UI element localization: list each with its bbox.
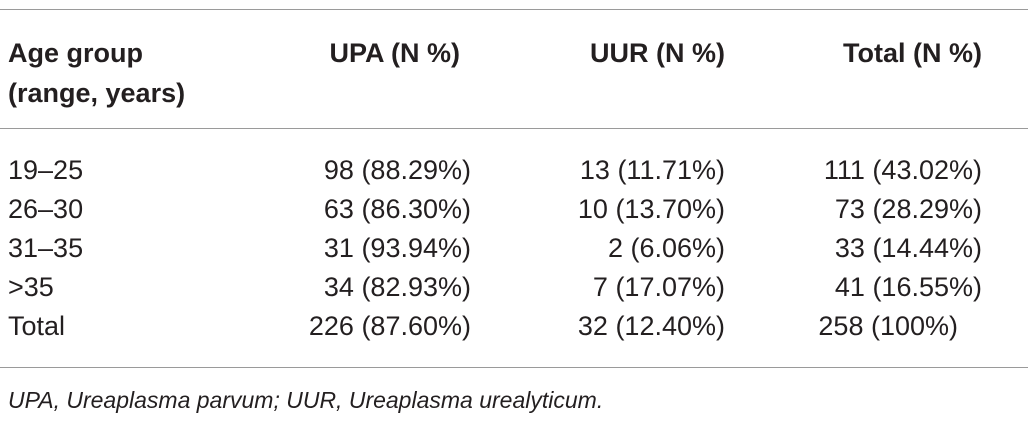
cell-upa: 34 (82.93%)	[323, 272, 471, 302]
table-footnote: UPA, Ureaplasma parvum; UUR, Ureaplasma …	[8, 387, 604, 413]
header-uur: UUR (N %)	[590, 38, 725, 68]
cell-age-group: Total	[8, 311, 66, 341]
cell-uur: 7 (17.07%)	[592, 272, 725, 302]
table-row: 26–30 63 (86.30%) 10 (13.70%) 73 (28.29%…	[0, 190, 1034, 229]
header-total: Total (N %)	[843, 38, 982, 68]
cell-age-group: 26–30	[8, 194, 84, 224]
cell-total: 111 (43.02%)	[823, 155, 982, 185]
cell-total: 33 (14.44%)	[834, 233, 982, 263]
cell-age-group: 19–25	[8, 155, 84, 185]
header-age-group-line2: (range, years)	[8, 78, 186, 108]
cell-total: 258 (100%)	[818, 311, 958, 341]
cell-upa: 31 (93.94%)	[323, 233, 471, 263]
table-bottom-rule	[0, 367, 1028, 368]
cell-upa: 98 (88.29%)	[323, 155, 471, 185]
header-age-group: Age group (range, years)	[8, 33, 185, 113]
table-row: 19–25 98 (88.29%) 13 (11.71%) 111 (43.02…	[0, 151, 1034, 190]
header-age-group-line1: Age group	[8, 38, 143, 68]
table-row-total: Total 226 (87.60%) 32 (12.40%) 258 (100%…	[0, 307, 1034, 346]
cell-uur: 2 (6.06%)	[607, 233, 725, 263]
cell-age-group: 31–35	[8, 233, 84, 263]
cell-upa: 63 (86.30%)	[323, 194, 471, 224]
cell-uur: 32 (12.40%)	[577, 311, 725, 341]
header-upa: UPA (N %)	[329, 38, 461, 68]
cell-total: 73 (28.29%)	[834, 194, 982, 224]
cell-age-group: >35	[8, 272, 54, 302]
table-row: 31–35 31 (93.94%) 2 (6.06%) 33 (14.44%)	[0, 229, 1034, 268]
table-top-rule	[0, 9, 1028, 10]
header-divider-rule	[0, 128, 1028, 129]
cell-uur: 10 (13.70%)	[577, 194, 725, 224]
cell-upa: 226 (87.60%)	[308, 311, 471, 341]
cell-uur: 13 (11.71%)	[579, 155, 725, 185]
cell-total: 41 (16.55%)	[834, 272, 982, 302]
table-row: >35 34 (82.93%) 7 (17.07%) 41 (16.55%)	[0, 268, 1034, 307]
